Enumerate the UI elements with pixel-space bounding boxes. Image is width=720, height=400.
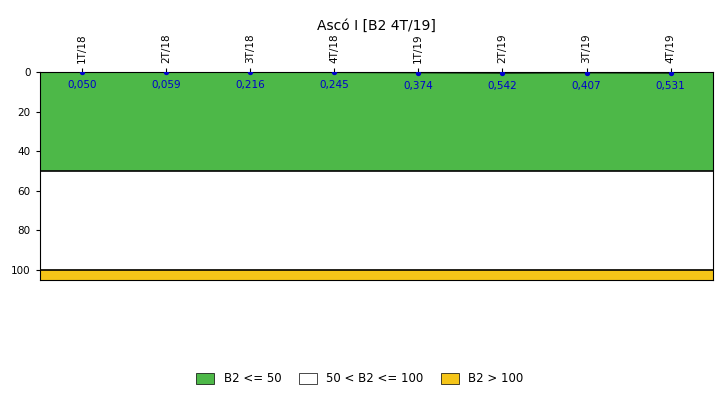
Text: 0,216: 0,216 bbox=[235, 80, 265, 90]
Text: 0,245: 0,245 bbox=[319, 80, 349, 90]
Point bbox=[413, 70, 424, 76]
Point bbox=[76, 69, 87, 75]
Text: 0,050: 0,050 bbox=[67, 80, 96, 90]
Text: 0,531: 0,531 bbox=[656, 81, 685, 91]
Point bbox=[160, 69, 171, 75]
Point bbox=[244, 69, 256, 76]
Text: 0,059: 0,059 bbox=[151, 80, 181, 90]
Text: 0,374: 0,374 bbox=[403, 81, 433, 91]
Title: Ascó I [B2 4T/19]: Ascó I [B2 4T/19] bbox=[317, 19, 436, 33]
Legend: B2 <= 50, 50 < B2 <= 100, B2 > 100: B2 <= 50, 50 < B2 <= 100, B2 > 100 bbox=[192, 368, 528, 390]
Text: 0,542: 0,542 bbox=[487, 81, 517, 91]
Text: 0,407: 0,407 bbox=[572, 81, 601, 91]
Point bbox=[581, 70, 593, 76]
Point bbox=[497, 70, 508, 76]
Point bbox=[328, 69, 340, 76]
Point bbox=[665, 70, 677, 76]
